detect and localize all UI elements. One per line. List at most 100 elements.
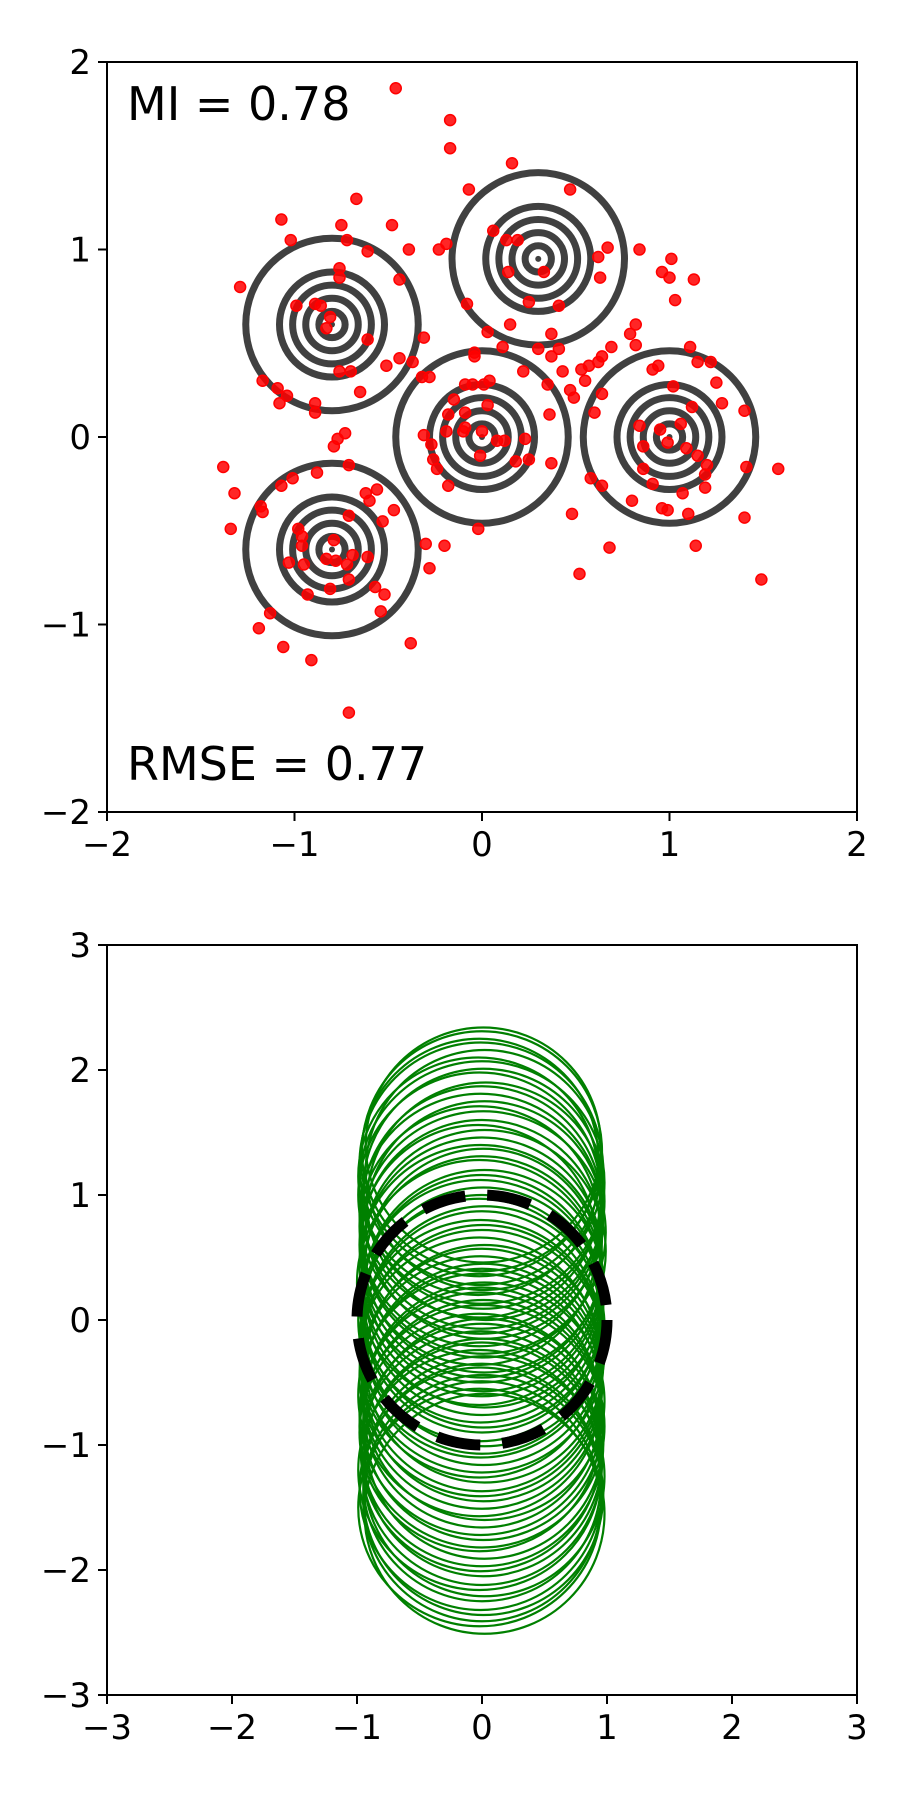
scatter-point xyxy=(335,218,348,232)
scatter-point xyxy=(344,365,357,378)
contour-ring xyxy=(508,229,568,289)
scatter-point xyxy=(593,271,607,284)
scatter-point xyxy=(284,233,297,247)
scatter-point xyxy=(575,363,588,376)
scatter-point xyxy=(517,365,530,378)
scatter-point xyxy=(217,460,230,474)
scatter-point xyxy=(683,340,697,354)
scatter-point xyxy=(389,82,402,95)
scatter-point xyxy=(511,233,524,247)
scatter-point xyxy=(646,363,659,376)
scatter-point xyxy=(625,494,639,507)
top-y-tick-label: 1 xyxy=(69,231,91,271)
scatter-point xyxy=(509,455,522,468)
scatter-point xyxy=(545,327,558,341)
scatter-point xyxy=(653,423,667,436)
scatter-point xyxy=(340,233,354,247)
scatter-point xyxy=(297,558,311,571)
bottom-x-tick-label: 3 xyxy=(846,1708,868,1748)
sample-circle xyxy=(357,1387,602,1628)
scatter-point xyxy=(663,271,676,284)
scatter-point xyxy=(378,588,391,601)
top-y-tick-label: 0 xyxy=(69,418,91,458)
scatter-point xyxy=(715,397,729,410)
scatter-point xyxy=(522,453,536,466)
bottom-x-tick-label: 0 xyxy=(471,1708,493,1748)
scatter-point xyxy=(323,310,337,324)
bottom-x-tick-label: −1 xyxy=(332,1708,382,1748)
top-panel: −2 −1 0 1 2 −2 −1 0 1 2 MI = 0.78 RMSE = 0.77 xyxy=(41,43,868,865)
scatter-point xyxy=(680,442,693,455)
scatter-point xyxy=(301,588,314,601)
scatter-point xyxy=(256,505,269,519)
scatter-point xyxy=(423,370,436,384)
scatter-point xyxy=(629,338,642,352)
scatter-point xyxy=(286,472,299,485)
scatter-point xyxy=(320,322,333,335)
scatter-point xyxy=(376,515,389,528)
scatter-point xyxy=(633,243,646,256)
scatter-point xyxy=(629,318,642,331)
scatter-point xyxy=(661,436,674,449)
scatter-point xyxy=(595,479,609,492)
contour-center xyxy=(329,546,335,553)
scatter-point xyxy=(532,342,545,356)
scatter-point xyxy=(505,157,519,170)
scatter-point xyxy=(665,252,678,266)
scatter-point xyxy=(305,653,318,667)
scatter-point xyxy=(605,340,618,354)
scatter-point xyxy=(385,218,399,232)
scatter-point xyxy=(346,548,359,562)
scatter-point xyxy=(447,393,461,406)
bottom-y-tick-label: 2 xyxy=(69,1051,91,1091)
contour-ring xyxy=(276,268,388,381)
scatter-point xyxy=(682,507,695,521)
scatter-point xyxy=(443,142,457,155)
scatter-point xyxy=(578,374,592,387)
scatter-point xyxy=(363,494,376,507)
contour-ring xyxy=(652,420,687,454)
scatter-point xyxy=(460,297,474,311)
scatter-point xyxy=(603,541,616,554)
scatter-point xyxy=(563,183,577,196)
scatter-point xyxy=(623,327,637,341)
scatter-point xyxy=(565,507,579,521)
scatter-point xyxy=(473,449,487,462)
scatter-point xyxy=(233,280,247,294)
top-x-tick-label: −2 xyxy=(82,825,132,865)
scatter-point xyxy=(361,333,374,346)
scatter-point xyxy=(353,385,367,399)
sample-circle xyxy=(358,1105,601,1348)
scatter-point xyxy=(556,365,569,378)
scatter-point xyxy=(327,533,341,547)
scatter-point xyxy=(545,350,558,363)
scatter-point xyxy=(271,382,284,395)
scatter-point xyxy=(740,460,753,474)
contour-ring xyxy=(482,202,595,315)
scatter-point xyxy=(496,340,509,354)
scatter-point xyxy=(637,440,650,453)
scatter-point xyxy=(290,299,303,312)
scatter-point xyxy=(275,213,288,226)
scatter-point xyxy=(552,299,566,312)
bottom-y-ticks: −3 −2 −1 0 1 2 3 xyxy=(41,926,107,1716)
scatter-point xyxy=(710,376,723,389)
scatter-point xyxy=(687,273,701,286)
scatter-point xyxy=(738,511,751,524)
scatter-point xyxy=(425,438,438,451)
top-x-tick-label: 0 xyxy=(471,825,493,865)
top-x-tick-label: 1 xyxy=(659,825,681,865)
top-y-tick-label: 2 xyxy=(69,43,91,83)
scatter-point xyxy=(668,293,682,307)
scatter-point xyxy=(646,477,659,491)
contour-ring xyxy=(289,281,375,368)
scatter-point xyxy=(592,250,605,264)
scatter-point xyxy=(280,389,294,402)
top-x-tick-label: 2 xyxy=(846,825,868,865)
rmse-annotation: RMSE = 0.77 xyxy=(127,737,427,791)
scatter-point xyxy=(674,417,687,431)
scatter-point xyxy=(442,479,455,492)
scatter-point xyxy=(361,245,374,258)
scatter-point xyxy=(329,554,342,567)
scatter-point xyxy=(633,419,646,432)
